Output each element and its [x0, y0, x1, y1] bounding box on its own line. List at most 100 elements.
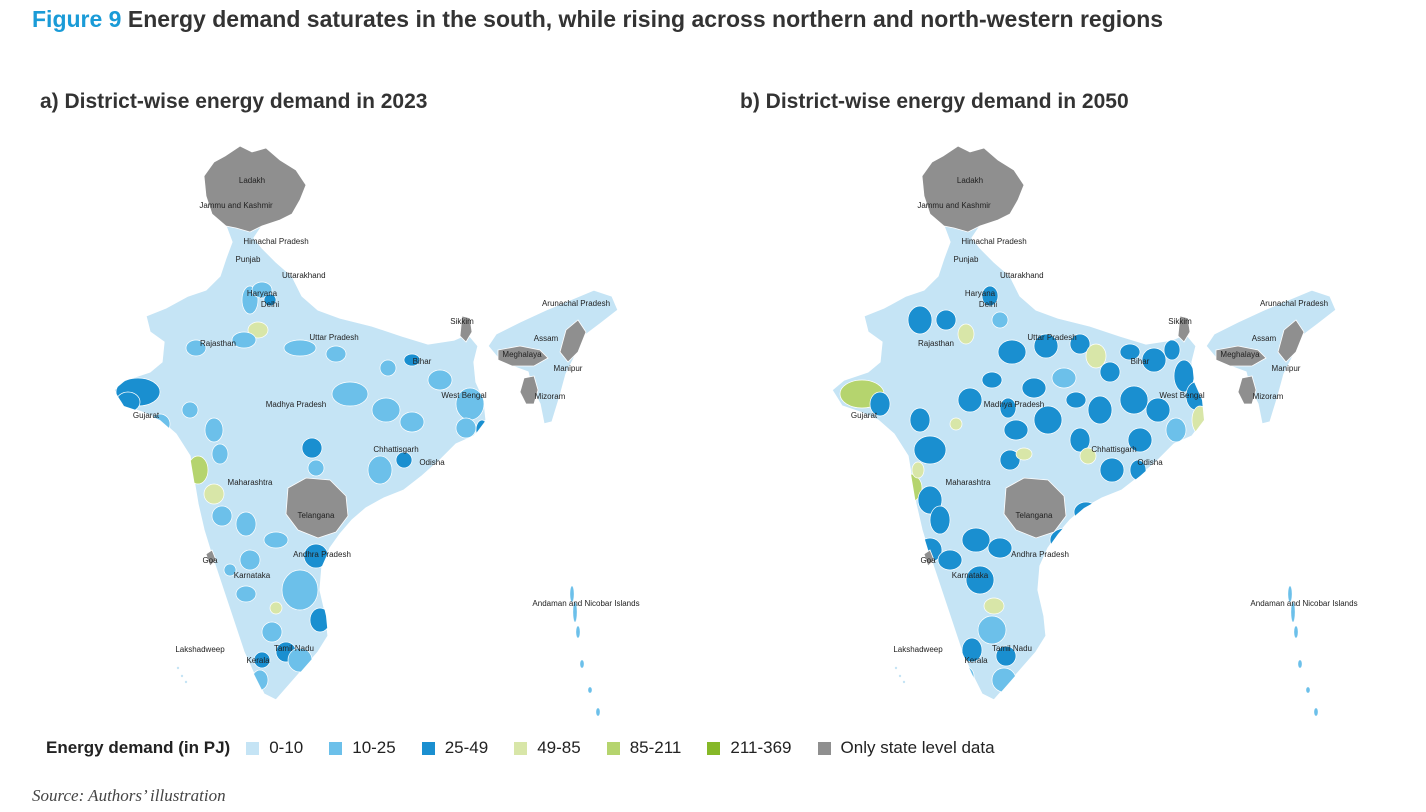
- island: [587, 686, 593, 694]
- legend-item: 10-25: [329, 738, 396, 758]
- country-landmass: [113, 145, 487, 701]
- district-patch: [204, 417, 224, 443]
- state-only-region: [285, 477, 349, 539]
- district-patch: [239, 549, 261, 571]
- legend-item: Only state level data: [817, 738, 995, 758]
- district-patch: [261, 621, 283, 643]
- state-label-gujarat: Gujarat: [133, 411, 160, 420]
- state-only-region: [1237, 375, 1257, 405]
- state-only-region: [1177, 315, 1191, 343]
- india-map-2023: Ladakh Jammu and Kashmir Himachal Pradesh P…: [110, 130, 670, 730]
- district-patch: [1033, 333, 1059, 359]
- state-label-rajasthan: Rajasthan: [200, 339, 236, 348]
- state-label-telangana: Telangana: [1016, 511, 1053, 520]
- district-patch: [1073, 501, 1099, 523]
- legend-swatch: [246, 741, 260, 755]
- district-patch: [1145, 397, 1171, 423]
- state-label-rajasthan: Rajasthan: [918, 339, 954, 348]
- state-label-assam: Assam: [1252, 334, 1277, 343]
- district-patch: [379, 359, 397, 377]
- district-patch: [235, 511, 257, 537]
- district-patch: [911, 461, 925, 479]
- state-label-chhattisgarh: Chhattisgarh: [373, 445, 418, 454]
- district-patch: [1141, 347, 1167, 373]
- island: [569, 585, 575, 603]
- island: [1293, 625, 1299, 639]
- district-patch: [935, 309, 957, 331]
- island: [1297, 659, 1303, 669]
- state-only-region: [1003, 477, 1067, 539]
- state-label-meghalaya: Meghalaya: [1220, 350, 1260, 359]
- state-only-region: [203, 145, 307, 233]
- district-patch: [247, 321, 269, 339]
- state-only-region: [921, 145, 1025, 233]
- legend-item: 211-369: [707, 738, 792, 758]
- island: [595, 707, 601, 717]
- district-patch: [997, 339, 1027, 365]
- state-label-ap: Andhra Pradesh: [1011, 550, 1069, 559]
- district-patch: [185, 339, 207, 357]
- state-label-manipur: Manipur: [554, 364, 583, 373]
- state-label-ladakh: Ladakh: [239, 176, 265, 185]
- district-patch: [995, 645, 1017, 667]
- district-patch: [953, 665, 975, 687]
- district-patch: [1165, 417, 1187, 443]
- district-patch: [999, 449, 1021, 471]
- island: [572, 601, 578, 623]
- state-only-region: [459, 315, 473, 343]
- district-patch: [1049, 527, 1083, 553]
- district-patch: [1079, 447, 1097, 465]
- district-patch: [231, 331, 257, 349]
- legend-swatch: [817, 741, 831, 755]
- state-only-region: [519, 375, 539, 405]
- state-label-maharashtra: Maharashtra: [228, 478, 273, 487]
- island: [575, 625, 581, 639]
- figure-title-text: Energy demand saturates in the south, wh…: [127, 6, 1164, 32]
- district-patch: [1087, 395, 1113, 425]
- state-only-region: [1277, 319, 1305, 363]
- district-patch: [269, 601, 283, 615]
- district-patch: [1099, 457, 1125, 483]
- state-label-uttarakhand: Uttarakhand: [1000, 271, 1044, 280]
- district-patch: [187, 455, 209, 485]
- legend-item: 25-49: [421, 738, 488, 758]
- state-label-haryana: Haryana: [965, 289, 996, 298]
- legend-item: 49-85: [514, 738, 581, 758]
- district-patch: [253, 651, 271, 669]
- state-label-gujarat: Gujarat: [851, 411, 878, 420]
- district-patch: [403, 353, 421, 367]
- district-patch: [1127, 427, 1153, 453]
- state-label-mizoram: Mizoram: [535, 392, 566, 401]
- state-label-andaman: Andaman and Nicobar Islands: [1250, 599, 1357, 608]
- source-note: Source: Authors’ illustration: [32, 786, 226, 805]
- district-patch: [859, 419, 885, 441]
- district-patch: [331, 381, 369, 407]
- island: [1290, 601, 1296, 623]
- district-patch: [427, 369, 453, 391]
- district-patch: [475, 419, 489, 441]
- district-patch: [1051, 367, 1077, 389]
- state-label-bihar: Bihar: [1131, 357, 1150, 366]
- district-patch: [965, 565, 995, 595]
- state-label-tn: Tamil Nadu: [274, 644, 314, 653]
- district-patch: [325, 345, 347, 363]
- state-label-hp: Himachal Pradesh: [961, 237, 1026, 246]
- district-patch: [977, 615, 1007, 645]
- district-patch: [913, 435, 947, 465]
- legend-swatch: [514, 741, 528, 755]
- district-patch: [909, 407, 931, 433]
- island: [184, 680, 188, 684]
- district-patch: [1163, 339, 1181, 361]
- district-patch: [1119, 343, 1141, 361]
- state-label-wb: West Bengal: [441, 391, 486, 400]
- district-patch: [983, 597, 1005, 615]
- district-patch: [991, 667, 1017, 693]
- district-patch: [1191, 405, 1209, 435]
- district-patch: [211, 443, 229, 465]
- figure-number: Figure 9: [32, 6, 122, 32]
- district-patch: [961, 527, 991, 553]
- state-label-manipur: Manipur: [1272, 364, 1301, 373]
- state-label-andaman: Andaman and Nicobar Islands: [532, 599, 639, 608]
- district-patch: [307, 459, 325, 477]
- state-label-kerala: Kerala: [246, 656, 270, 665]
